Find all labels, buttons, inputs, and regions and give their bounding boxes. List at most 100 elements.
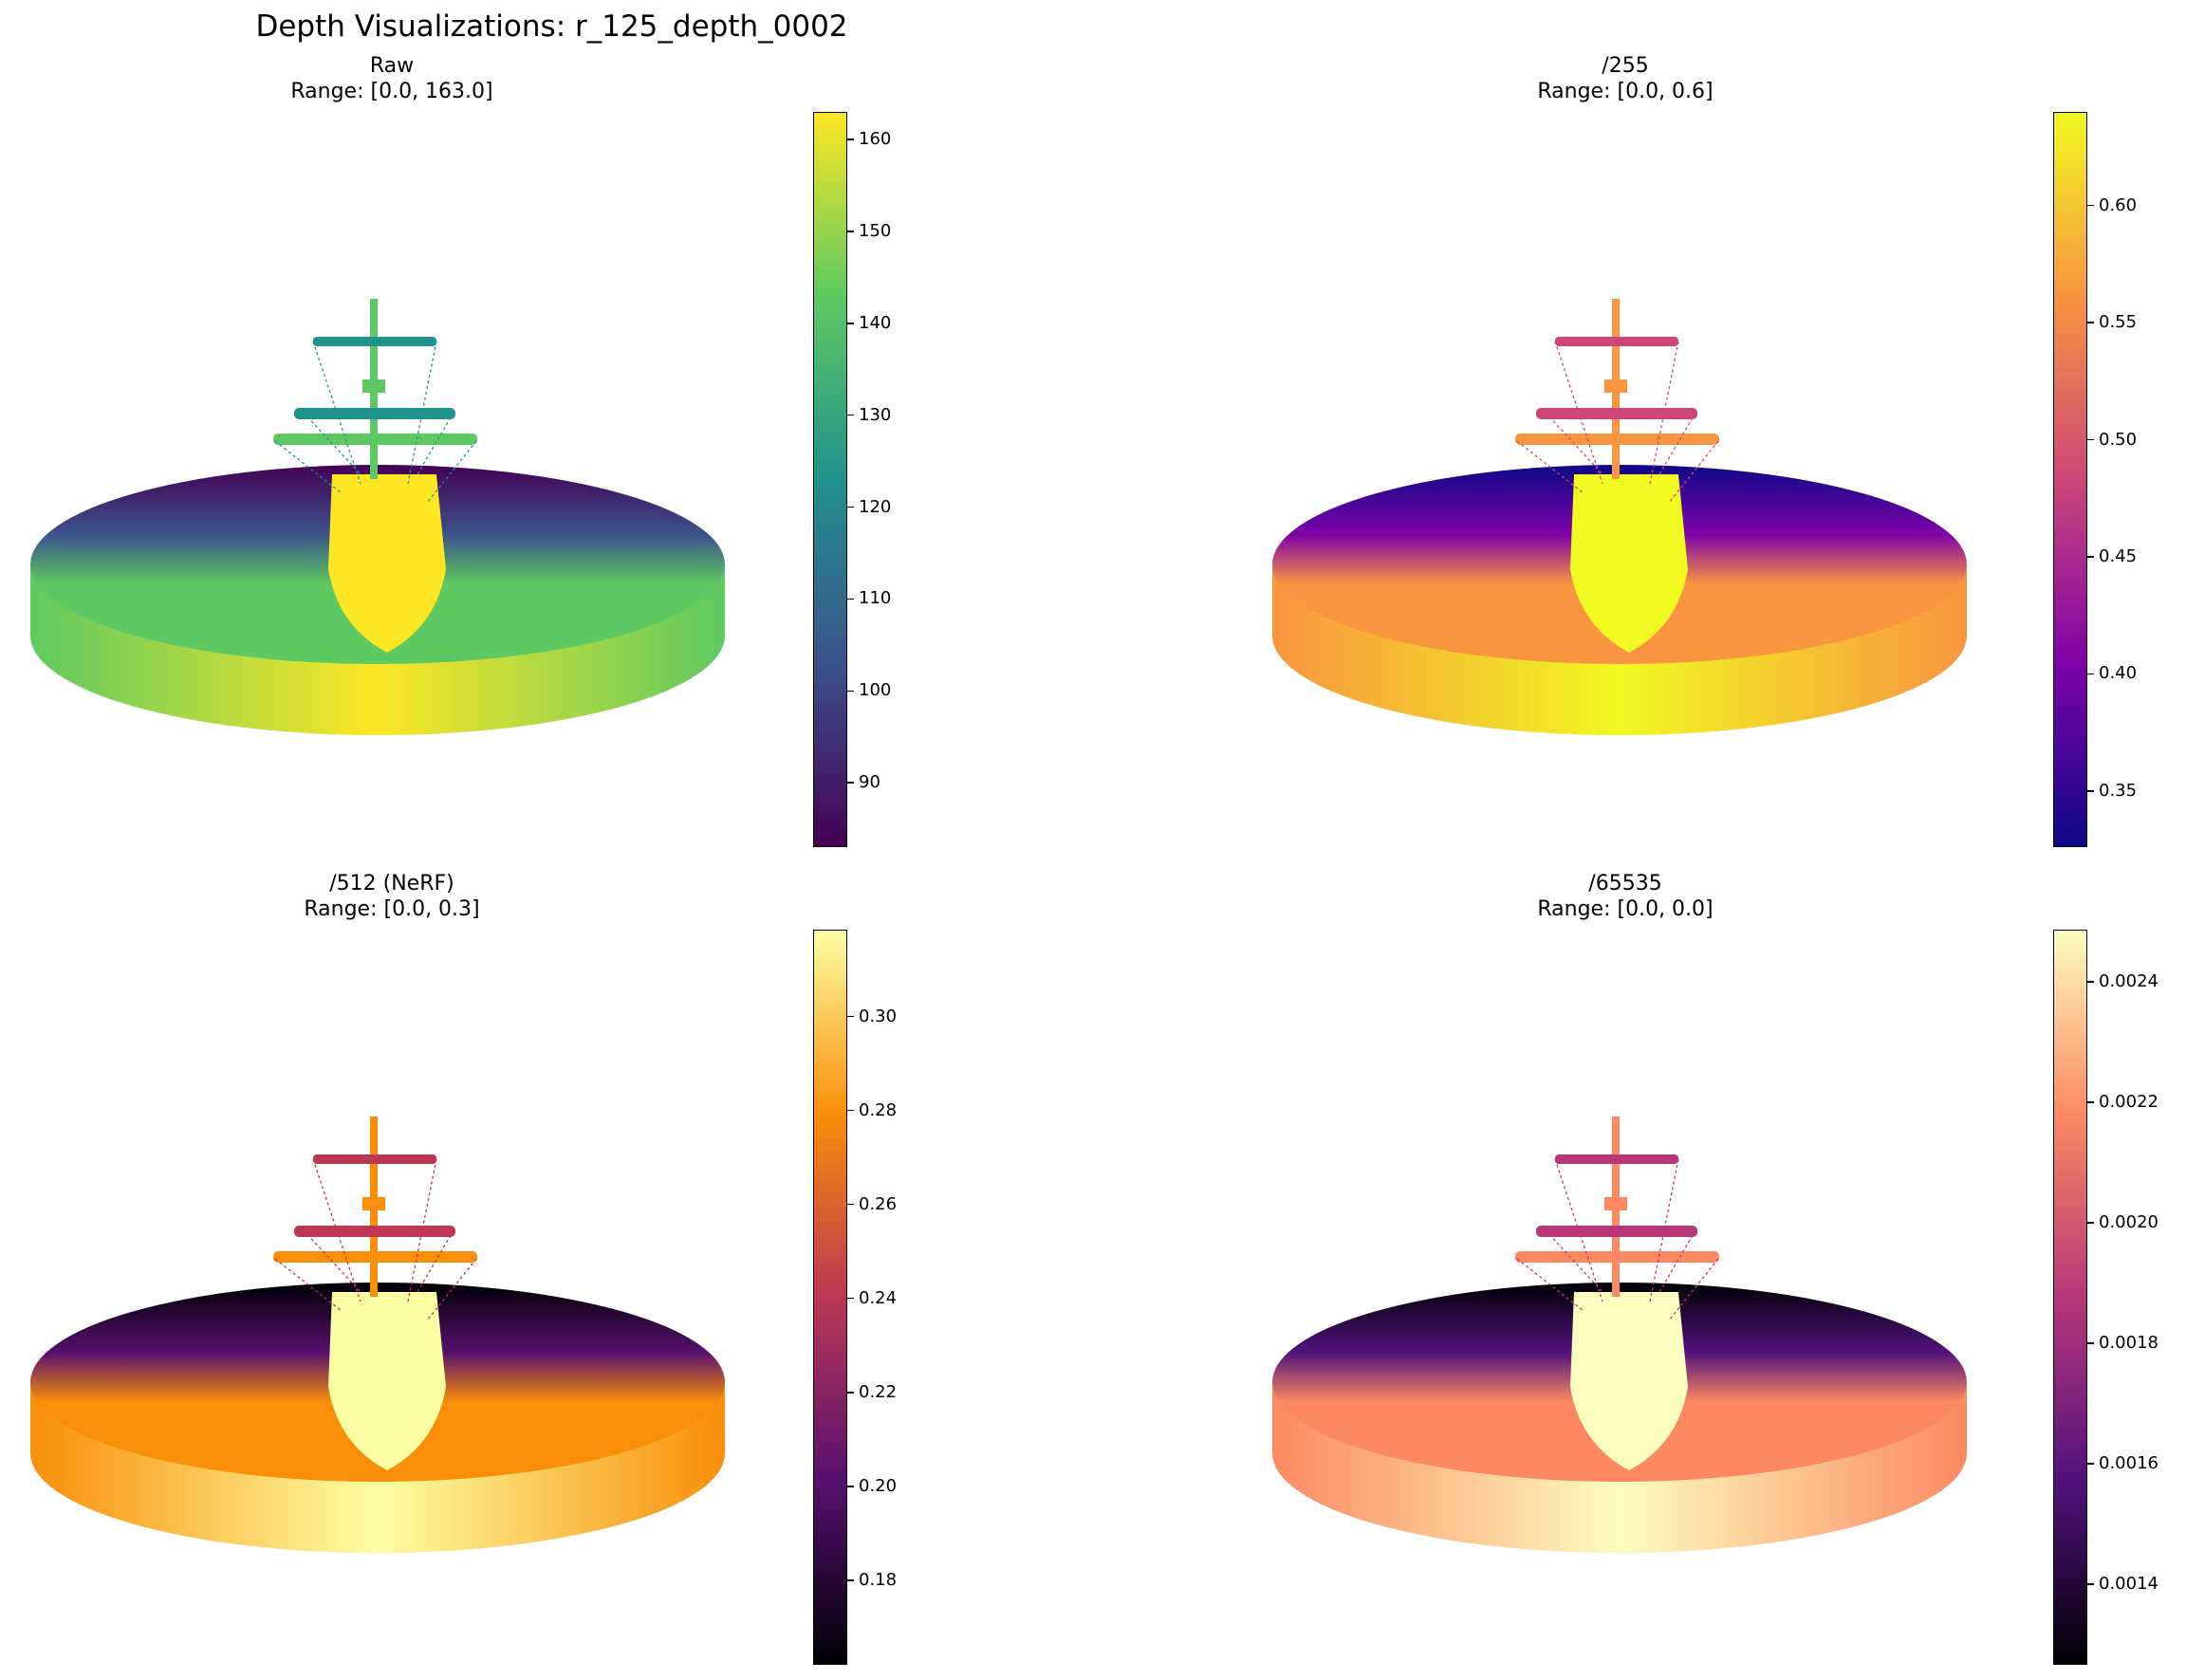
ship-hull (328, 1292, 446, 1470)
colorbar-tick-mark (2087, 204, 2094, 207)
ship-yard-lower (1515, 434, 1719, 445)
panel-range-label: Range: [0.0, 0.0] (1537, 897, 1714, 921)
colorbar-tick-mark (2087, 1583, 2094, 1585)
colorbar-tick-mark (847, 1297, 854, 1300)
colorbar-tick-label: 0.40 (2099, 663, 2138, 684)
colorbar-tick-mark (847, 1392, 854, 1394)
panel-title: /255 Range: [0.0, 0.6] (1436, 53, 1815, 104)
ship-rigging (1668, 1258, 1719, 1321)
colorbar-tick-label: 0.0022 (2099, 1092, 2158, 1113)
ship-rigging (1516, 440, 1584, 494)
colorbar-tick-mark (2087, 673, 2094, 675)
ship-rigging (426, 1258, 477, 1321)
colorbar-tick-label: 0.28 (859, 1099, 898, 1120)
ship-hull (1570, 474, 1688, 653)
panel-title-name: /512 (NeRF) (329, 872, 454, 895)
ship-yard-lower (1515, 1251, 1719, 1263)
depth-map-image (30, 1117, 725, 1553)
ship-crows-nest (362, 1197, 385, 1210)
ship-yard-middle (294, 1226, 455, 1237)
colorbar-tick-label: 0.22 (859, 1381, 898, 1402)
colorbar-tick-label: 0.0016 (2099, 1453, 2158, 1473)
colorbar-tick-mark (847, 506, 854, 508)
colorbar-tick-mark (2087, 1222, 2094, 1224)
ship-yard-upper (313, 1154, 436, 1164)
colorbar-tick-mark (847, 1486, 854, 1487)
colorbar-tick-mark (847, 1109, 854, 1112)
colorbar-tick-label: 0.50 (2099, 429, 2138, 450)
colorbar-tick-label: 0.24 (859, 1287, 898, 1308)
colorbar-tick-label: 150 (859, 220, 892, 241)
depth-map-image (30, 299, 725, 735)
colorbar-tick-mark (847, 1203, 854, 1206)
ship-rigging (303, 1229, 361, 1293)
colorbar-tick-label: 0.30 (859, 1006, 898, 1026)
ship-rigging (417, 1229, 454, 1293)
colorbar-tick-mark (847, 138, 854, 140)
ship-rigging (426, 440, 477, 504)
colorbar-tick-label: 100 (859, 680, 892, 701)
colorbar (2053, 112, 2087, 847)
ship-rigging (312, 341, 361, 485)
colorbar-tick-label: 130 (859, 404, 892, 425)
colorbar-tick-mark (847, 598, 854, 600)
colorbar-tick-label: 140 (859, 312, 892, 333)
ship-crows-nest (362, 379, 385, 393)
colorbar-tick-mark (847, 323, 854, 324)
ship-yard-middle (294, 408, 455, 419)
panel-title-name: /255 (1602, 54, 1649, 78)
ship-hull (328, 474, 446, 653)
colorbar-tick-label: 0.0020 (2099, 1212, 2158, 1233)
ship-rigging (274, 1258, 343, 1312)
colorbar-tick-label: 0.55 (2099, 312, 2138, 333)
depth-map-image (1272, 299, 1967, 735)
colorbar-tick-label: 0.0018 (2099, 1333, 2158, 1354)
panel-title-name: /65535 (1588, 872, 1662, 895)
ship-yard-middle (1536, 408, 1697, 419)
colorbar-tick-mark (2087, 1463, 2094, 1465)
ship-crows-nest (1604, 1197, 1627, 1210)
ship-rigging (1554, 1158, 1603, 1302)
ship-yard-lower (273, 1251, 477, 1263)
colorbar-tick-label: 0.18 (859, 1569, 898, 1590)
colorbar-tick-mark (2087, 1101, 2094, 1103)
ship-yard-upper (313, 337, 436, 346)
colorbar-tick-mark (847, 1015, 854, 1018)
ship-rigging (417, 412, 454, 475)
colorbar-tick-mark (2087, 438, 2094, 441)
colorbar-tick-mark (2087, 1342, 2094, 1344)
colorbar-tick-mark (847, 231, 854, 232)
colorbar-tick-label: 0.35 (2099, 780, 2138, 801)
colorbar-tick-label: 160 (859, 129, 892, 150)
ship-rigging (407, 341, 437, 485)
panel-range-label: Range: [0.0, 0.3] (304, 897, 480, 921)
panel-range-label: Range: [0.0, 0.6] (1537, 80, 1714, 103)
colorbar-tick-label: 90 (859, 772, 880, 793)
ship-yard-upper (1555, 1154, 1678, 1164)
colorbar-tick-mark (847, 414, 854, 416)
figure-title: Depth Visualizations: r_125_depth_0002 (255, 9, 848, 44)
ship-rigging (1545, 412, 1603, 475)
colorbar-tick-mark (847, 1579, 854, 1581)
colorbar-tick-label: 110 (859, 588, 892, 609)
panel-title-name: Raw (369, 54, 415, 78)
ship-rigging (1658, 412, 1696, 475)
colorbar-tick-label: 0.26 (859, 1193, 898, 1214)
colorbar-tick-mark (2087, 790, 2094, 792)
ship-yard-middle (1536, 1226, 1697, 1237)
colorbar-tick-mark (847, 782, 854, 784)
colorbar-tick-mark (847, 690, 854, 692)
colorbar-tick-mark (2087, 322, 2094, 323)
colorbar-tick-label: 0.0024 (2099, 971, 2158, 992)
ship-rigging (1516, 1258, 1584, 1312)
panel-title: /512 (NeRF) Range: [0.0, 0.3] (202, 871, 582, 922)
ship-crows-nest (1604, 379, 1627, 393)
ship-rigging (1658, 1229, 1696, 1293)
ship-rigging (407, 1158, 437, 1302)
panel-range-label: Range: [0.0, 163.0] (290, 80, 493, 103)
panel-title: Raw Range: [0.0, 163.0] (202, 53, 582, 104)
ship-rigging (312, 1158, 361, 1302)
colorbar-tick-label: 0.20 (859, 1475, 898, 1496)
colorbar-tick-mark (2087, 981, 2094, 983)
ship-yard-upper (1555, 337, 1678, 346)
